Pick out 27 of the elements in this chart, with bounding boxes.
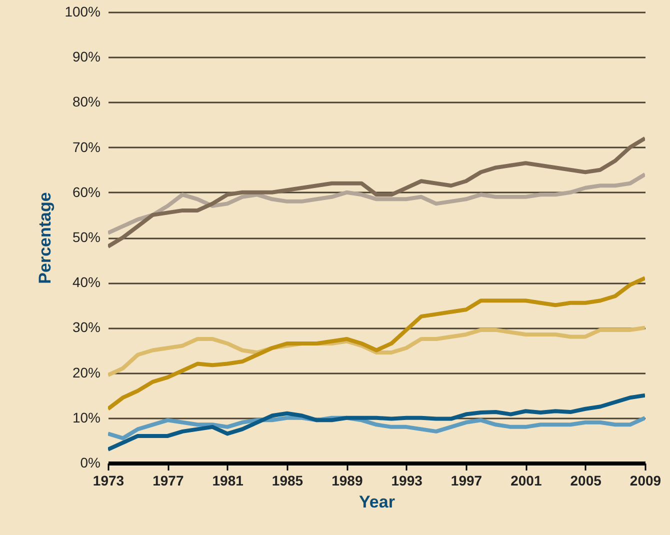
x-tick-label: 2005 bbox=[570, 472, 602, 488]
y-tick-label: 0% bbox=[80, 454, 100, 470]
y-axis-title: Percentage bbox=[36, 192, 55, 284]
x-tick-label: 1993 bbox=[391, 472, 423, 488]
y-tick-label: 100% bbox=[64, 4, 100, 20]
x-tick-label: 1973 bbox=[92, 472, 124, 488]
y-tick-label: 50% bbox=[72, 229, 100, 245]
x-axis-title: Year bbox=[359, 492, 396, 512]
line-series bbox=[108, 172, 645, 235]
y-tick-label: 40% bbox=[72, 274, 100, 290]
x-tick-label: 1997 bbox=[450, 472, 482, 488]
x-tick-label: 1977 bbox=[152, 472, 184, 488]
y-tick-label: 60% bbox=[72, 184, 100, 200]
x-tick-label: 2009 bbox=[630, 472, 662, 488]
y-tick-label: 90% bbox=[72, 48, 100, 65]
line-series bbox=[108, 393, 645, 452]
x-tick-label: 1985 bbox=[272, 472, 304, 488]
y-tick-label: 80% bbox=[72, 94, 100, 110]
y-tick-label: 70% bbox=[72, 138, 100, 155]
x-tick-label: 1989 bbox=[332, 472, 363, 488]
y-tick-label: 30% bbox=[72, 319, 100, 336]
x-tick-label: 1981 bbox=[212, 472, 244, 488]
x-tick-label: 2001 bbox=[510, 472, 542, 488]
line-series bbox=[108, 136, 645, 249]
y-tick-label: 10% bbox=[72, 409, 100, 426]
line-series bbox=[108, 276, 645, 411]
y-tick-label: 20% bbox=[72, 364, 100, 380]
